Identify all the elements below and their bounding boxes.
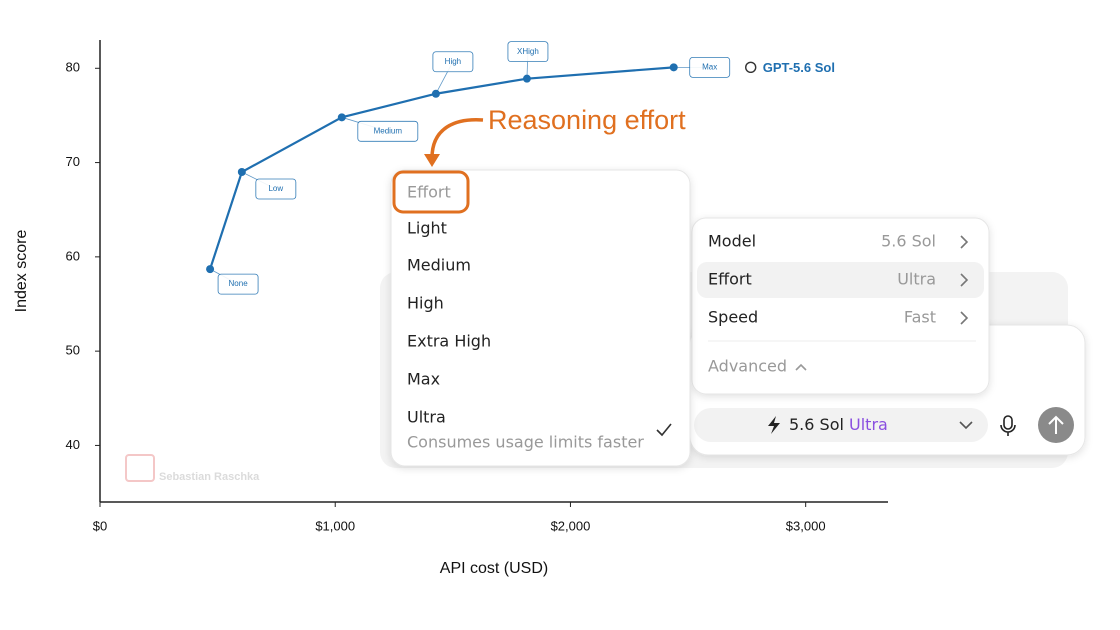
menu-items: Light Medium High Extra High Max Ultra bbox=[407, 219, 491, 427]
row-highlight bbox=[697, 262, 984, 298]
composer-model: 5.6 Sol bbox=[789, 415, 844, 434]
watermark-logo bbox=[125, 454, 155, 482]
check-mark bbox=[656, 423, 672, 437]
menu-option[interactable]: Light bbox=[407, 219, 447, 238]
point-label: None bbox=[229, 279, 249, 288]
y-tick-label: 80 bbox=[66, 60, 80, 75]
y-tick-label: 50 bbox=[66, 343, 80, 358]
x-tick-label: $2,000 bbox=[551, 518, 591, 533]
y-tick-label: 70 bbox=[66, 154, 80, 169]
x-tick-label: $3,000 bbox=[786, 518, 826, 533]
row-value: Fast bbox=[904, 308, 936, 327]
y-axis-title: Index score bbox=[13, 230, 30, 313]
chevron-down bbox=[959, 421, 973, 430]
chevron-right bbox=[960, 273, 969, 287]
data-point bbox=[431, 89, 440, 98]
row-value: 5.6 Sol bbox=[881, 232, 936, 251]
chevron-right bbox=[960, 311, 969, 325]
menu-option[interactable]: Medium bbox=[407, 256, 471, 275]
x-tick-label: $0 bbox=[93, 518, 107, 533]
data-point bbox=[337, 113, 346, 122]
y-tick-label: 60 bbox=[66, 248, 80, 263]
chevron-right bbox=[960, 235, 969, 249]
row-label: Speed bbox=[708, 308, 758, 327]
x-tick-label: $1,000 bbox=[315, 518, 355, 533]
annotation-arrow bbox=[430, 118, 484, 159]
data-point bbox=[237, 168, 246, 176]
point-label: Max bbox=[702, 62, 717, 71]
effort-highlight bbox=[392, 170, 470, 214]
point-label-box bbox=[432, 51, 474, 73]
point-label: XHigh bbox=[517, 47, 539, 56]
watermark: Sebastian Raschka bbox=[125, 454, 260, 483]
series-name: GPT-5.6 Sol bbox=[763, 60, 835, 75]
point-label: Low bbox=[268, 184, 283, 193]
data-point bbox=[669, 63, 678, 72]
point-label-box bbox=[357, 120, 419, 142]
menu-option[interactable]: Extra High bbox=[407, 332, 491, 351]
composer-effort: Ultra bbox=[849, 415, 888, 434]
menu-option[interactable]: Ultra bbox=[407, 408, 446, 427]
point-label-box bbox=[689, 56, 731, 78]
data-point bbox=[522, 74, 531, 83]
row-label: Model bbox=[708, 232, 756, 251]
y-tick-label: 40 bbox=[66, 437, 80, 452]
series-line bbox=[209, 66, 674, 270]
composer-label: 5.6 Sol Ultra bbox=[789, 415, 888, 434]
point-label-box bbox=[507, 41, 549, 63]
menu-option[interactable]: Max bbox=[407, 370, 440, 389]
annotation-arrowhead bbox=[424, 154, 440, 167]
advanced-toggle[interactable]: Advanced bbox=[708, 357, 787, 376]
settings-rows: Model 5.6 Sol Effort Ultra Speed Fast bbox=[708, 232, 969, 327]
data-point bbox=[206, 265, 215, 274]
point-label: High bbox=[445, 57, 461, 66]
option-note: Consumes usage limits faster bbox=[407, 433, 644, 452]
mic-button[interactable] bbox=[1000, 415, 1016, 436]
point-label-box bbox=[255, 178, 297, 200]
effort-menu bbox=[390, 169, 691, 467]
bolt-icon bbox=[768, 416, 780, 434]
ui-overlay: 5.6 Sol Ultra Model 5.6 Sol Effort Ultra Spe… bbox=[380, 105, 1086, 468]
mic-stand bbox=[1000, 424, 1016, 436]
mic-icon bbox=[1003, 415, 1013, 430]
row-label: Effort bbox=[708, 270, 752, 289]
x-axis-title: API cost (USD) bbox=[440, 560, 548, 577]
menu-header: Effort bbox=[407, 183, 451, 202]
point-label: Medium bbox=[374, 126, 403, 135]
legend-icon bbox=[745, 61, 757, 74]
plot-area: 40 50 60 70 80 $0 $1,000 $2,000 $3,000 None Low Med… bbox=[66, 40, 888, 533]
chevron-up bbox=[795, 363, 807, 371]
model-picker[interactable] bbox=[694, 408, 988, 442]
row-value: Ultra bbox=[897, 270, 936, 289]
send-arrow bbox=[1048, 415, 1064, 434]
point-label-box bbox=[217, 273, 259, 295]
menu-option[interactable]: High bbox=[407, 294, 444, 313]
watermark-text: Sebastian Raschka bbox=[159, 471, 260, 483]
annotation: Reasoning effort bbox=[488, 105, 686, 135]
